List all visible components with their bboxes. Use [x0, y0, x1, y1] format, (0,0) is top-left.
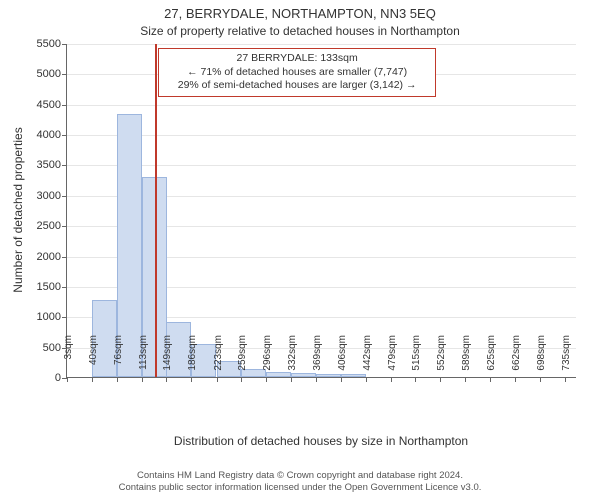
chart-container: 27, BERRYDALE, NORTHAMPTON, NN3 5EQ Size… [0, 0, 600, 500]
y-tick-label: 2000 [37, 251, 67, 263]
x-tick-label: 296sqm [262, 335, 273, 385]
x-tick-label: 698sqm [536, 335, 547, 385]
y-axis-label: Number of detached properties [11, 120, 25, 300]
x-tick-label: 186sqm [187, 335, 198, 385]
y-tick-label: 5500 [37, 38, 67, 50]
chart-title: 27, BERRYDALE, NORTHAMPTON, NN3 5EQ [0, 6, 600, 21]
x-tick-label: 259sqm [237, 335, 248, 385]
grid-line [67, 44, 576, 45]
credits-line-2: Contains public sector information licen… [0, 482, 600, 494]
grid-line [67, 135, 576, 136]
x-tick-label: 40sqm [88, 335, 99, 385]
y-tick-label: 3500 [37, 159, 67, 171]
chart-subtitle: Size of property relative to detached ho… [0, 24, 600, 38]
x-tick-label: 149sqm [162, 335, 173, 385]
marker-line [155, 44, 157, 377]
x-tick-label: 662sqm [511, 335, 522, 385]
annotation-line: 27 BERRYDALE: 133sqm [165, 52, 429, 66]
plot-area: 0500100015002000250030003500400045005000… [66, 44, 576, 378]
y-tick-label: 4500 [37, 99, 67, 111]
grid-line [67, 105, 576, 106]
annotation-line: 29% of semi-detached houses are larger (… [165, 79, 429, 93]
y-tick-label: 1000 [37, 311, 67, 323]
y-tick-label: 2500 [37, 220, 67, 232]
x-tick-label: 76sqm [113, 335, 124, 385]
y-tick-label: 5000 [37, 68, 67, 80]
x-tick-label: 3sqm [63, 335, 74, 385]
x-tick-label: 479sqm [387, 335, 398, 385]
grid-line [67, 165, 576, 166]
x-tick-label: 442sqm [362, 335, 373, 385]
x-tick-label: 369sqm [312, 335, 323, 385]
x-tick-label: 515sqm [411, 335, 422, 385]
credits-line-1: Contains HM Land Registry data © Crown c… [0, 470, 600, 482]
x-tick-label: 625sqm [486, 335, 497, 385]
x-tick-label: 589sqm [461, 335, 472, 385]
x-axis-label: Distribution of detached houses by size … [66, 434, 576, 448]
credits: Contains HM Land Registry data © Crown c… [0, 470, 600, 494]
x-tick-label: 552sqm [436, 335, 447, 385]
y-tick-label: 3000 [37, 190, 67, 202]
annotation-line: ← 71% of detached houses are smaller (7,… [165, 66, 429, 80]
x-tick-label: 223sqm [213, 335, 224, 385]
x-tick-label: 735sqm [561, 335, 572, 385]
annotation-box: 27 BERRYDALE: 133sqm← 71% of detached ho… [158, 48, 436, 97]
y-tick-label: 1500 [37, 281, 67, 293]
x-tick-label: 406sqm [337, 335, 348, 385]
x-tick-label: 113sqm [138, 335, 149, 385]
y-tick-label: 4000 [37, 129, 67, 141]
x-tick-label: 332sqm [287, 335, 298, 385]
